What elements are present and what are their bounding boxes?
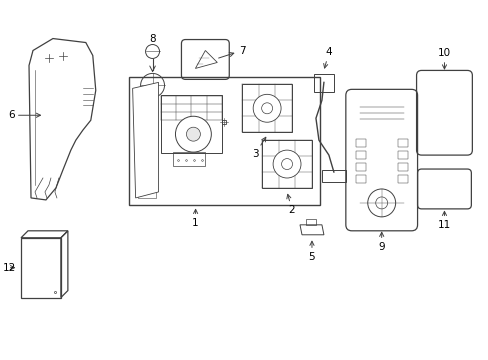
Polygon shape (29, 39, 96, 200)
Text: 10: 10 (437, 49, 450, 69)
Bar (128, 77, 319, 205)
Circle shape (186, 127, 200, 141)
Circle shape (175, 116, 211, 152)
Bar (355, 163, 365, 171)
Circle shape (253, 94, 281, 122)
Bar (397, 175, 407, 183)
Circle shape (281, 159, 292, 170)
Bar (321, 170, 345, 182)
Bar (21, 238, 61, 298)
Bar (242, 84, 291, 132)
Bar (160, 95, 222, 153)
Circle shape (261, 103, 272, 114)
Bar (313, 75, 333, 92)
Circle shape (375, 197, 387, 209)
Text: 7: 7 (218, 45, 245, 58)
Bar (355, 139, 365, 147)
Text: 11: 11 (437, 211, 450, 230)
Bar (397, 139, 407, 147)
Bar (137, 186, 155, 198)
Text: 4: 4 (323, 48, 331, 68)
Text: 12: 12 (2, 263, 16, 273)
Text: 8: 8 (149, 33, 156, 44)
Text: 3: 3 (251, 137, 265, 159)
Bar (397, 151, 407, 159)
Bar (262, 140, 311, 188)
Text: 9: 9 (378, 232, 384, 252)
Bar (397, 163, 407, 171)
Bar (355, 175, 365, 183)
Text: 2: 2 (286, 194, 295, 215)
Bar (305, 219, 315, 225)
Text: 1: 1 (192, 210, 199, 228)
Bar (355, 151, 365, 159)
Polygon shape (132, 82, 158, 198)
Bar (173, 152, 205, 166)
Circle shape (273, 150, 301, 178)
Text: 5: 5 (308, 241, 315, 262)
Text: 6: 6 (8, 110, 41, 120)
